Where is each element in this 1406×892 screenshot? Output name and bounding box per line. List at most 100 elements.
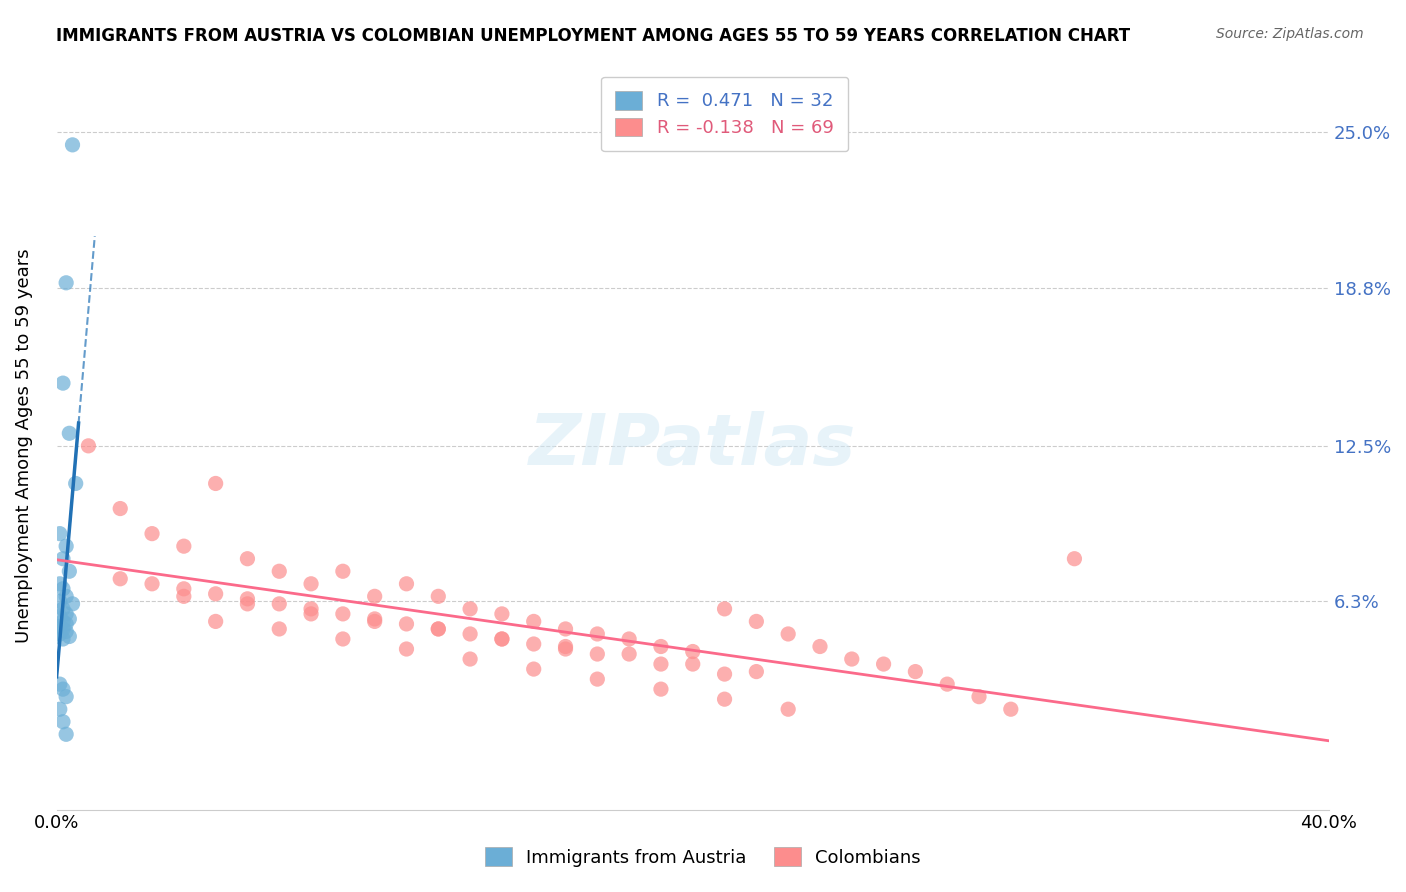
Point bbox=[49, 594, 72, 608]
Point bbox=[299, 602, 322, 616]
Point bbox=[173, 590, 195, 604]
Point bbox=[52, 376, 75, 391]
Point bbox=[395, 642, 418, 657]
Point bbox=[204, 476, 226, 491]
Point bbox=[65, 476, 87, 491]
Point bbox=[141, 526, 163, 541]
Point bbox=[491, 607, 513, 621]
Point bbox=[586, 647, 609, 661]
Point bbox=[713, 692, 735, 706]
Legend: R =  0.471   N = 32, R = -0.138   N = 69: R = 0.471 N = 32, R = -0.138 N = 69 bbox=[600, 77, 848, 152]
Point bbox=[62, 137, 84, 152]
Point bbox=[52, 632, 75, 646]
Point bbox=[299, 576, 322, 591]
Point bbox=[523, 662, 546, 676]
Point bbox=[1063, 551, 1085, 566]
Point bbox=[967, 690, 990, 704]
Point bbox=[49, 526, 72, 541]
Point bbox=[236, 591, 259, 606]
Point bbox=[55, 624, 77, 639]
Point bbox=[427, 590, 450, 604]
Point bbox=[49, 627, 72, 641]
Point bbox=[58, 426, 80, 441]
Point bbox=[49, 677, 72, 691]
Point bbox=[110, 572, 132, 586]
Point bbox=[713, 667, 735, 681]
Point bbox=[332, 564, 354, 578]
Point bbox=[745, 665, 768, 679]
Point bbox=[491, 632, 513, 646]
Point bbox=[523, 637, 546, 651]
Point bbox=[204, 615, 226, 629]
Point bbox=[58, 612, 80, 626]
Point bbox=[650, 657, 672, 671]
Point bbox=[586, 672, 609, 686]
Point bbox=[904, 665, 927, 679]
Point bbox=[236, 551, 259, 566]
Text: Source: ZipAtlas.com: Source: ZipAtlas.com bbox=[1216, 27, 1364, 41]
Point bbox=[458, 652, 481, 666]
Point bbox=[55, 276, 77, 290]
Point bbox=[808, 640, 831, 654]
Text: IMMIGRANTS FROM AUSTRIA VS COLOMBIAN UNEMPLOYMENT AMONG AGES 55 TO 59 YEARS CORR: IMMIGRANTS FROM AUSTRIA VS COLOMBIAN UNE… bbox=[56, 27, 1130, 45]
Point bbox=[650, 682, 672, 697]
Point bbox=[427, 622, 450, 636]
Point bbox=[52, 622, 75, 636]
Point bbox=[872, 657, 894, 671]
Point bbox=[395, 616, 418, 631]
Point bbox=[427, 622, 450, 636]
Point bbox=[52, 615, 75, 629]
Point bbox=[395, 576, 418, 591]
Point bbox=[55, 727, 77, 741]
Point bbox=[52, 682, 75, 697]
Point bbox=[236, 597, 259, 611]
Point bbox=[617, 647, 640, 661]
Point bbox=[55, 607, 77, 621]
Text: ZIPatlas: ZIPatlas bbox=[529, 411, 856, 481]
Point bbox=[77, 439, 100, 453]
Point bbox=[332, 632, 354, 646]
Point bbox=[49, 702, 72, 716]
Legend: Immigrants from Austria, Colombians: Immigrants from Austria, Colombians bbox=[478, 840, 928, 874]
Point bbox=[49, 609, 72, 624]
Point bbox=[58, 630, 80, 644]
Point bbox=[554, 622, 576, 636]
Point bbox=[586, 627, 609, 641]
Point bbox=[1000, 702, 1022, 716]
Point bbox=[62, 597, 84, 611]
Point bbox=[745, 615, 768, 629]
Y-axis label: Unemployment Among Ages 55 to 59 years: Unemployment Among Ages 55 to 59 years bbox=[15, 249, 32, 643]
Point bbox=[52, 551, 75, 566]
Point bbox=[204, 587, 226, 601]
Point bbox=[682, 644, 704, 658]
Point bbox=[554, 640, 576, 654]
Point bbox=[173, 539, 195, 553]
Point bbox=[173, 582, 195, 596]
Point bbox=[269, 622, 291, 636]
Point bbox=[713, 602, 735, 616]
Point bbox=[682, 657, 704, 671]
Point bbox=[55, 690, 77, 704]
Point bbox=[299, 607, 322, 621]
Point bbox=[49, 619, 72, 633]
Point bbox=[49, 576, 72, 591]
Point bbox=[58, 564, 80, 578]
Point bbox=[650, 640, 672, 654]
Point bbox=[141, 576, 163, 591]
Point bbox=[523, 615, 546, 629]
Point bbox=[778, 702, 800, 716]
Point bbox=[110, 501, 132, 516]
Point bbox=[841, 652, 863, 666]
Point bbox=[363, 590, 385, 604]
Point bbox=[458, 602, 481, 616]
Point bbox=[52, 714, 75, 729]
Point bbox=[52, 602, 75, 616]
Point bbox=[554, 642, 576, 657]
Point bbox=[55, 590, 77, 604]
Point bbox=[363, 612, 385, 626]
Point bbox=[55, 616, 77, 631]
Point bbox=[778, 627, 800, 641]
Point bbox=[458, 627, 481, 641]
Point bbox=[363, 615, 385, 629]
Point bbox=[332, 607, 354, 621]
